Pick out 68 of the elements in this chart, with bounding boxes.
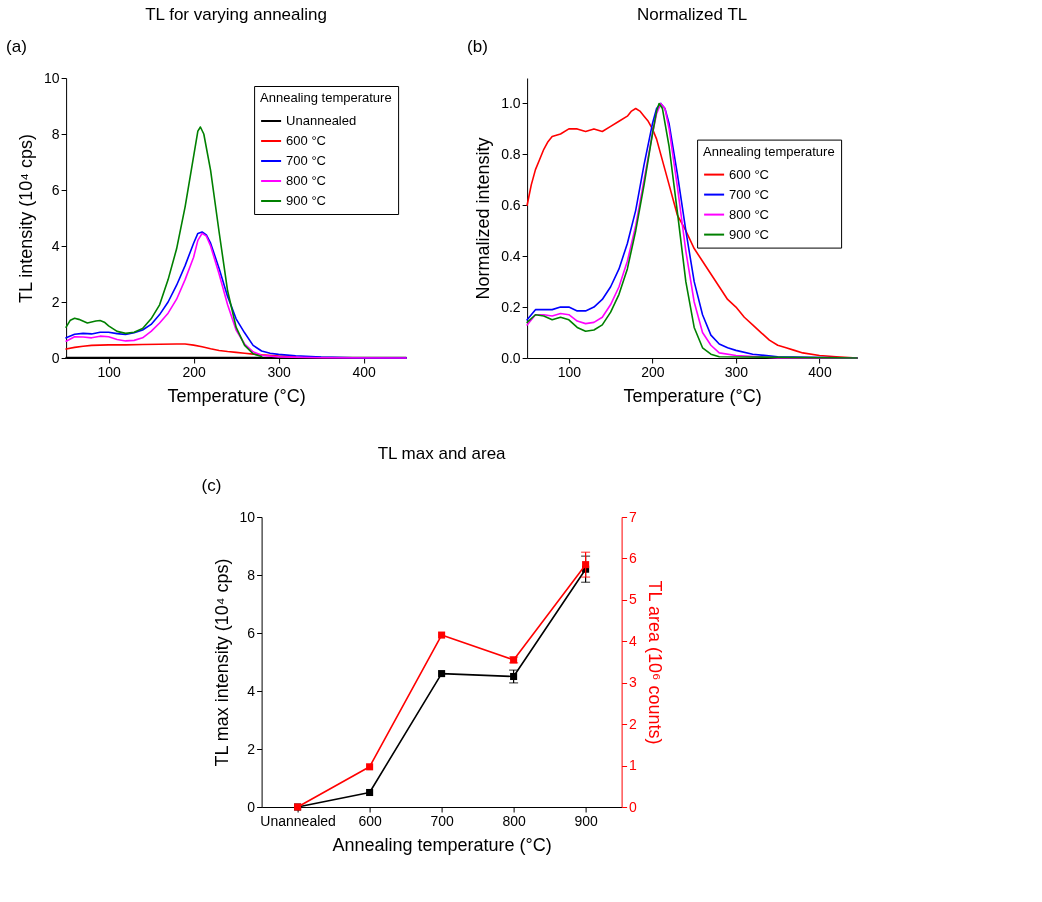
text: (c) [201, 476, 222, 495]
chart-title: TL max and area [377, 444, 507, 463]
x-tick-label: 900 [574, 812, 598, 829]
y-tick-label: 0.0 [501, 349, 521, 366]
legend-title: Annealing temperature [260, 90, 392, 105]
y-tick-label: 2 [51, 293, 60, 310]
legend-label: 600 °C [286, 133, 326, 148]
legend-label: 700 °C [729, 186, 769, 202]
x-axis-title: Temperature (°C) [167, 385, 306, 406]
x-tick-label: 300 [267, 363, 291, 380]
line-series [65, 126, 263, 358]
legend-label: 800 °C [286, 173, 326, 188]
y-tick-label: 6 [51, 181, 60, 198]
chart-title: TL for varying annealing [145, 5, 327, 24]
x-tick-label: 200 [641, 363, 665, 380]
x-tick-label: 100 [557, 363, 582, 380]
y-tick-label: 6 [247, 624, 256, 641]
y-tick-label: 4 [51, 237, 60, 254]
x-tick-label: 200 [182, 363, 206, 380]
x-axis-title: Annealing temperature (°C) [332, 834, 552, 855]
point [366, 788, 374, 797]
y2-tick-label: 0 [629, 798, 638, 815]
x-tick-label: 800 [502, 812, 526, 829]
y-tick-label: 8 [51, 125, 60, 142]
y2-tick-label: 2 [629, 715, 638, 732]
y-axis-title: Normalized intensity [473, 137, 494, 300]
y-tick-label: 0.4 [501, 247, 521, 264]
y-tick-label: 0.6 [501, 196, 521, 213]
legend-label: 700 °C [286, 153, 326, 168]
y2-tick-label: 5 [629, 591, 638, 608]
x-tick-label: 600 [358, 812, 382, 829]
y-tick-label: 4 [247, 682, 256, 699]
legend-label: 800 °C [729, 206, 769, 222]
y2-tick-label: 1 [629, 757, 638, 774]
legend-label: 600 °C [729, 166, 769, 182]
y-tick-label: 10 [239, 508, 256, 525]
y2-tick-label: 4 [629, 632, 638, 649]
y-tick-label: 1.0 [501, 94, 521, 111]
y-tick-label: 0.2 [501, 298, 521, 315]
y2-tick-label: 7 [629, 508, 638, 525]
point [438, 670, 446, 678]
y-tick-label: 2 [247, 740, 256, 757]
y2-tick-label: 6 [629, 549, 638, 566]
y-tick-label: 0.8 [501, 145, 521, 162]
y-tick-label: 8 [247, 566, 256, 583]
x-tick-label: 300 [724, 363, 749, 380]
text: (a) [6, 37, 27, 56]
y-tick-label: 0 [51, 349, 60, 366]
y-tick-label: 10 [44, 69, 60, 86]
x-tick-label: 700 [430, 812, 454, 829]
x-tick-label: 100 [97, 363, 121, 380]
legend-title: Annealing temperature [703, 143, 835, 159]
y2-axis-title: TL area (10⁶ counts) [644, 580, 665, 745]
x-tick-label: 400 [808, 363, 832, 380]
text: (b) [467, 37, 488, 56]
chart-title: Normalized TL [636, 5, 748, 24]
y-axis-title: TL max intensity (10⁴ cps) [211, 558, 232, 767]
x-tick-label: 400 [352, 363, 376, 380]
legend-label: 900 °C [729, 226, 769, 242]
x-axis-title: Temperature (°C) [623, 385, 762, 406]
legend-label: 900 °C [286, 193, 326, 208]
point [438, 631, 446, 639]
y-axis-title: TL intensity (10⁴ cps) [16, 133, 37, 304]
y-tick-label: 0 [247, 798, 256, 815]
y2-tick-label: 3 [629, 674, 638, 691]
legend-label: Unannealed [286, 113, 357, 128]
x-tick-label: Unannealed [260, 812, 336, 829]
point [366, 763, 374, 771]
